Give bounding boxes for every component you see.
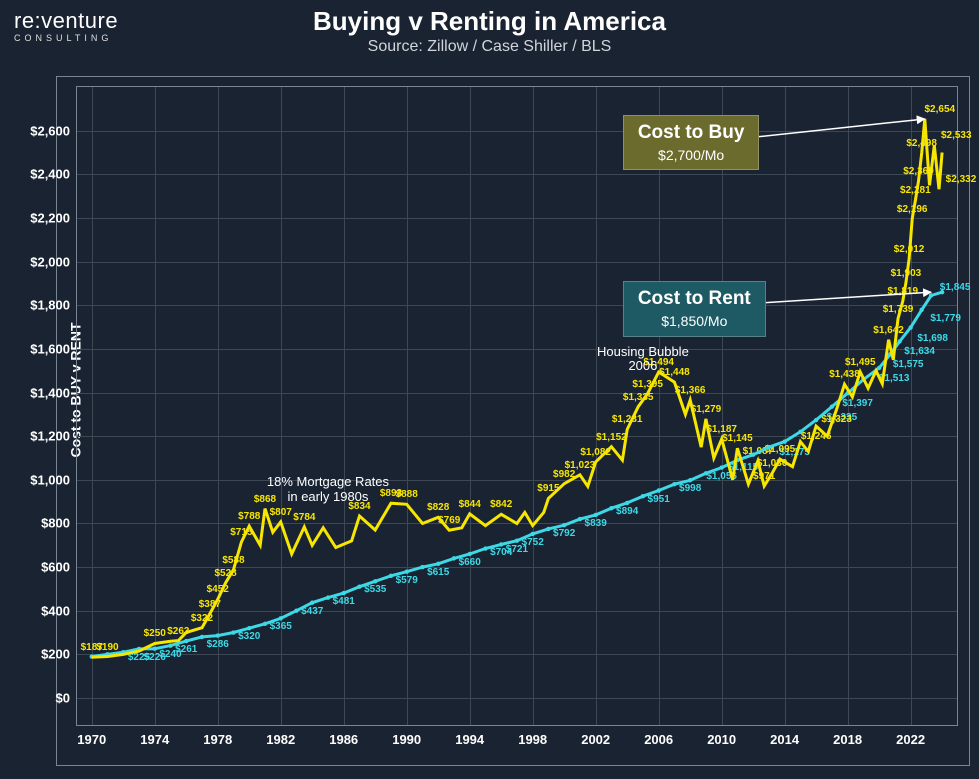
buy-series: [92, 119, 942, 657]
chart-title: Buying v Renting in America: [0, 6, 979, 37]
x-tick: 1978: [203, 732, 232, 747]
x-tick: 2014: [770, 732, 799, 747]
chart-source: Source: Zillow / Case Shiller / BLS: [0, 38, 979, 56]
y-tick: $200: [41, 647, 70, 662]
annotation: Housing Bubble2006: [597, 345, 689, 375]
callout-sub: $1,850/Mo: [638, 313, 751, 330]
x-tick: 1994: [455, 732, 484, 747]
callout-sub: $2,700/Mo: [638, 147, 745, 164]
callout-title: Cost to Buy: [638, 122, 745, 143]
y-tick: $1,000: [30, 472, 70, 487]
x-tick: 1998: [518, 732, 547, 747]
x-tick: 2010: [707, 732, 736, 747]
rent-series: [92, 292, 942, 656]
y-tick: $800: [41, 516, 70, 531]
y-tick: $1,600: [30, 341, 70, 356]
y-tick: $1,200: [30, 429, 70, 444]
callout-title: Cost to Rent: [638, 288, 751, 309]
x-tick: 1990: [392, 732, 421, 747]
x-tick: 2006: [644, 732, 673, 747]
y-tick: $400: [41, 603, 70, 618]
callout-rent: Cost to Rent $1,850/Mo: [623, 281, 766, 337]
y-tick: $2,200: [30, 211, 70, 226]
plot-area: $0$200$400$600$800$1,000$1,200$1,400$1,6…: [76, 86, 958, 726]
y-tick: $2,000: [30, 254, 70, 269]
chart-svg: [76, 86, 958, 726]
x-tick: 2002: [581, 732, 610, 747]
y-tick: $1,800: [30, 298, 70, 313]
y-tick: $1,400: [30, 385, 70, 400]
callout-buy: Cost to Buy $2,700/Mo: [623, 115, 760, 171]
y-tick: $0: [56, 691, 70, 706]
annotation: 18% Mortgage Ratesin early 1980s: [267, 475, 389, 505]
y-tick: $600: [41, 560, 70, 575]
x-tick: 2022: [896, 732, 925, 747]
x-tick: 2018: [833, 732, 862, 747]
x-tick: 1970: [77, 732, 106, 747]
y-tick: $2,400: [30, 167, 70, 182]
x-tick: 1982: [266, 732, 295, 747]
y-tick: $2,600: [30, 123, 70, 138]
x-tick: 1986: [329, 732, 358, 747]
x-tick: 1974: [140, 732, 169, 747]
